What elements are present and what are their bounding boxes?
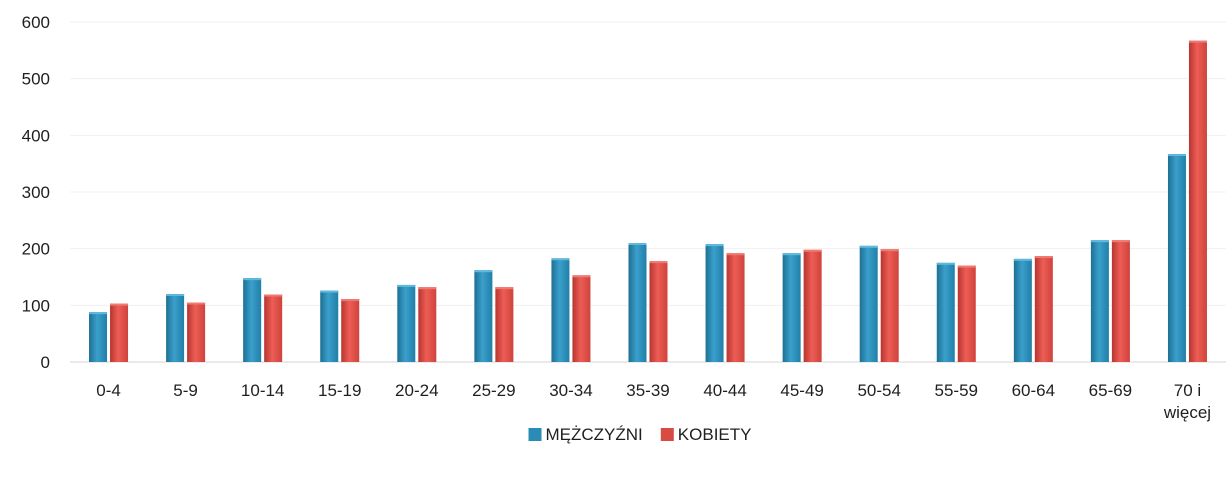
- bar-mezczyzni: [89, 312, 108, 362]
- bar-mezczyzni: [782, 253, 801, 362]
- bar-top-highlight: [341, 299, 360, 302]
- bar-top-highlight: [957, 265, 976, 268]
- bar-top-highlight: [1090, 240, 1109, 243]
- x-tick-label: 30-34: [549, 381, 592, 400]
- bar-top-highlight: [397, 284, 416, 287]
- bar-kobiety: [1034, 256, 1053, 362]
- bar-top-highlight: [1111, 240, 1130, 243]
- x-tick-label: 50-54: [857, 381, 900, 400]
- bar-top-highlight: [243, 278, 262, 281]
- bar-top-highlight: [880, 249, 899, 252]
- y-tick-label: 500: [22, 70, 50, 89]
- y-tick-label: 600: [22, 13, 50, 32]
- bar-top-highlight: [726, 253, 745, 256]
- bar-mezczyzni: [397, 284, 416, 362]
- x-tick-label: 25-29: [472, 381, 515, 400]
- legend: MĘŻCZYŹNI KOBIETY: [528, 425, 752, 444]
- x-tick-label: 15-19: [318, 381, 361, 400]
- bar-mezczyzni: [320, 290, 339, 362]
- bar-mezczyzni: [1013, 258, 1032, 362]
- bar-top-highlight: [166, 294, 185, 296]
- legend-swatch: [660, 428, 674, 441]
- bar-kobiety: [726, 253, 745, 362]
- y-tick-label: 100: [22, 296, 50, 315]
- bar-top-highlight: [649, 261, 668, 264]
- bar-kobiety: [572, 275, 591, 362]
- bar-mezczyzni: [551, 258, 570, 362]
- bar-kobiety: [341, 299, 360, 362]
- x-tick-label: 65-69: [1089, 381, 1132, 400]
- bar-kobiety: [1188, 40, 1207, 362]
- x-tick-label: 10-14: [241, 381, 284, 400]
- bar-mezczyzni: [859, 245, 878, 362]
- bar-top-highlight: [936, 262, 955, 265]
- bar-mezczyzni: [474, 270, 493, 362]
- bar-top-highlight: [474, 270, 493, 273]
- bar-top-highlight: [1167, 154, 1186, 157]
- bar-top-highlight: [187, 302, 206, 305]
- legend-swatch: [528, 428, 542, 441]
- bar-kobiety: [264, 294, 283, 362]
- x-tick-label: 60-64: [1012, 381, 1055, 400]
- bar-top-highlight: [264, 294, 283, 297]
- bar-kobiety: [880, 249, 899, 362]
- bar-top-highlight: [1188, 40, 1207, 43]
- bar-top-highlight: [782, 253, 801, 256]
- y-axis: 0 100 200 300 400 500 600: [22, 13, 50, 372]
- x-tick-label: 5-9: [173, 381, 198, 400]
- bar-mezczyzni: [936, 262, 955, 362]
- bar-mezczyzni: [1167, 154, 1186, 362]
- x-tick-label: 55-59: [935, 381, 978, 400]
- bar-mezczyzni: [628, 243, 647, 362]
- bar-top-highlight: [803, 249, 822, 252]
- gridlines: [70, 21, 1226, 363]
- bar-mezczyzni: [705, 244, 724, 362]
- bar-top-highlight: [628, 243, 647, 245]
- bar-top-highlight: [551, 258, 570, 261]
- y-tick-label: 200: [22, 240, 50, 259]
- x-tick-label: 40-44: [703, 381, 746, 400]
- legend-label: MĘŻCZYŹNI: [546, 425, 643, 444]
- x-tick-label: 45-49: [780, 381, 823, 400]
- bar-mezczyzni: [166, 294, 185, 362]
- bar-top-highlight: [572, 275, 591, 278]
- bar-top-highlight: [418, 287, 437, 290]
- bars: [89, 40, 1207, 362]
- x-tick-label: 35-39: [626, 381, 669, 400]
- bar-top-highlight: [495, 287, 514, 290]
- bar-top-highlight: [859, 245, 878, 248]
- bar-top-highlight: [1013, 258, 1032, 261]
- bar-kobiety: [1111, 240, 1130, 362]
- bar-kobiety: [803, 249, 822, 362]
- legend-item: MĘŻCZYŹNI: [528, 425, 643, 444]
- bar-kobiety: [649, 261, 668, 362]
- bar-top-highlight: [89, 312, 108, 315]
- x-tick-label: 0-4: [96, 381, 121, 400]
- x-tick-label: 70 i więcej: [1163, 381, 1211, 422]
- legend-label: KOBIETY: [678, 425, 752, 444]
- x-tick-label: 20-24: [395, 381, 438, 400]
- y-tick-label: 400: [22, 126, 50, 145]
- bar-top-highlight: [705, 244, 724, 247]
- bar-top-highlight: [320, 290, 339, 293]
- bar-kobiety: [957, 265, 976, 362]
- bar-top-highlight: [1034, 256, 1053, 259]
- bar-kobiety: [418, 287, 437, 362]
- bar-kobiety: [187, 302, 206, 362]
- legend-item: KOBIETY: [660, 425, 752, 444]
- bar-mezczyzni: [243, 278, 262, 362]
- bar-kobiety: [495, 287, 514, 362]
- y-tick-label: 300: [22, 183, 50, 202]
- bar-mezczyzni: [1090, 240, 1109, 362]
- bar-top-highlight: [110, 303, 129, 306]
- y-tick-label: 0: [41, 353, 50, 372]
- bar-kobiety: [110, 303, 129, 362]
- x-axis: 0-4 5-9 10-14 15-19 20-24 25-29 30-34 35-39 40-4…: [96, 381, 1211, 422]
